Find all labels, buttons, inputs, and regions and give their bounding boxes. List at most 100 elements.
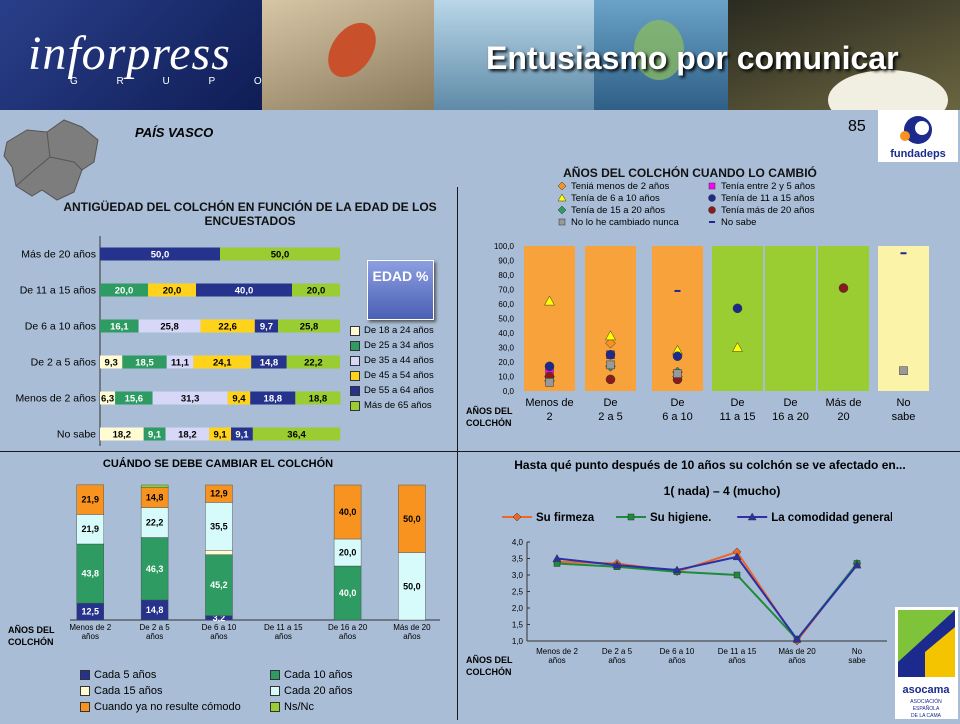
chart-cambiar-legend: Cada 5 años Cada 10 años Cada 15 años Cada … [80,668,440,714]
scatter-point [732,341,743,352]
category-label: De 11 a 15 años [20,285,96,297]
inforpress-logo-sub: G R U P O [70,76,280,87]
scatter-point [672,351,683,361]
pais-vasco-map-icon [3,119,99,201]
legend-marker-shape [557,193,567,202]
series-line [556,562,858,641]
legend-swatch [350,355,360,366]
legend-label: No lo he cambiado nunca [571,216,679,228]
scatter-point [606,360,615,370]
stacked-bar-segment [152,391,228,405]
legend-label: Tenía de 6 a 10 años [571,192,660,204]
chart-cambiar-legend-item: Cada 20 años [270,684,440,698]
category-label: Más de 20 años [21,249,96,261]
category-label-line1: Más de 20 [778,647,816,656]
data-label: 22,6 [218,322,237,333]
category-label-line1: Más de [825,397,861,409]
stacked-bar-segment [143,427,166,441]
stacked-bar-segment [193,355,252,369]
data-label: 18,8 [264,394,283,405]
scatter-point [674,289,681,292]
legend-label: Tenía entre 2 y 5 años [721,180,816,192]
scatter-point [673,369,682,378]
legend-marker [557,205,567,215]
x-axis-label-line1: AÑOS DEL [466,655,513,665]
banner-photo-flask [594,0,728,110]
legend-label: Cada 5 años [94,669,157,681]
data-label: 14,8 [260,358,279,369]
stacked-bar-segment [165,427,210,441]
legend-swatch [350,325,360,336]
data-label: 9,1 [235,430,249,441]
chart-cambio-legend-item: Tenía de 11 a 15 años [707,192,857,204]
legend-label: Cada 10 años [284,669,353,681]
y-tick-label: 2,0 [512,604,524,613]
legend-label: De 55 a 64 años [364,385,434,396]
fundadeps-logo-text: fundadeps [890,148,946,160]
x-axis-label-line2: COLCHÓN [8,636,54,647]
category-label-line2: años [788,656,805,665]
data-label: 35,5 [210,521,228,531]
legend-swatch [350,370,360,381]
category-column [712,246,763,391]
category-label-line1: De 11 a 15 [718,647,757,656]
data-label: 40,0 [339,507,357,517]
category-label-line1: Menos de [525,397,573,409]
stacked-bar-segment [115,391,153,405]
legend-swatch [350,340,360,351]
banner-photo-sprout [728,0,960,110]
y-tick-label: 100,0 [494,242,515,251]
inforpress-logo: inforpress [28,27,231,80]
legend-label: De 25 a 34 años [364,340,434,351]
data-label: 9,1 [214,430,228,441]
legend-label: Su firmeza [536,512,595,524]
category-label-line1: De [783,397,797,409]
stacked-bar-segment [200,319,255,333]
category-label-line1: De [670,397,684,409]
stacked-bar-segment [205,502,233,551]
y-tick-label: 50,0 [498,315,514,324]
banner-photo-sky [434,0,594,110]
chart-cambiar-legend-item: Ns/Nc [270,700,440,714]
stacked-bar-segment [138,319,201,333]
stacked-bar-segment [278,319,340,333]
chart-antiguedad-legend-item: De 18 a 24 años [350,323,434,338]
data-label: 50,0 [403,514,421,524]
line-point [672,565,682,574]
legend-label: Ns/Nc [284,701,314,713]
data-label: 15,6 [125,394,144,405]
legend-swatch [80,670,90,680]
line-point [612,560,622,569]
legend-swatch [350,400,360,411]
stacked-bar-segment [100,427,144,441]
data-label: 31,3 [181,394,200,405]
category-label-line2: años [339,632,356,641]
category-column [765,246,816,391]
data-label: 40,0 [339,588,357,598]
chart-cambiar-legend-item: Cada 10 años [270,668,440,682]
stacked-bar-segment [209,427,232,441]
stacked-bar-segment [205,484,233,503]
legend-marker-shape [709,221,715,223]
chart-antiguedad-legend-item: De 45 a 54 años [350,368,434,383]
data-label: 21,9 [82,524,100,534]
data-label: 9,4 [232,394,246,405]
data-label: 46,3 [146,564,164,574]
stacked-bar-segment [100,283,148,297]
data-label: 20,0 [163,286,182,297]
stacked-bar-segment [100,319,139,333]
data-label: 20,0 [115,286,134,297]
stacked-bar-segment [196,283,292,297]
category-label-line2: años [146,632,163,641]
legend-label: Tenía más de 20 años [721,204,815,216]
chart-cambiar-title: CUÁNDO SE DEBE CAMBIAR EL COLCHÓN [102,458,334,470]
legend-marker [557,181,567,191]
category-label-line2: años [82,632,99,641]
chart-cambio-legend-item: No lo he cambiado nunca [557,216,707,228]
stacked-bar-segment [333,538,362,567]
data-label: 25,8 [160,322,179,333]
line-point [792,634,802,643]
stacked-bar-segment [166,355,194,369]
chart-cambiar-legend-item: Cada 15 años [80,684,270,698]
